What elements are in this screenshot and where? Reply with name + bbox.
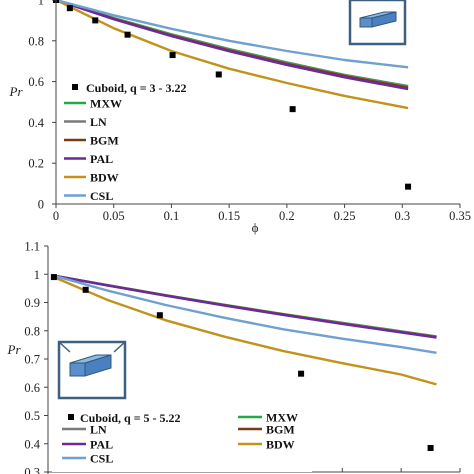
- x-tick-label: 0.15: [218, 209, 240, 223]
- legend-frame-bottom: [52, 408, 312, 472]
- y-tick-label: 1: [38, 0, 44, 8]
- series-lines-bottom: [53, 274, 437, 386]
- series-line-pal: [55, 0, 409, 91]
- legend-label-csl: CSL: [90, 189, 113, 203]
- scatter-point: [124, 31, 131, 38]
- legend-bottom: Cuboid, q = 5 - 5.22 MXW LN BGM PAL BDW CSL: [52, 408, 312, 472]
- series-lines-top: [55, 0, 409, 110]
- x-ticks-top: 0 0.05 0.1 0.15 0.2 0.25 0.3 0.35: [53, 204, 471, 223]
- legend-label-pal: PAL: [90, 152, 113, 166]
- scatter-point: [156, 312, 163, 319]
- legend-label-mxw: MXW: [266, 411, 298, 425]
- x-tick-label: 0.05: [103, 209, 125, 223]
- x-tick-label: 0.25: [334, 209, 356, 223]
- x-tick-label: 0: [53, 209, 59, 223]
- x-tick-label: 0.35: [449, 209, 471, 223]
- y-tick-label: 0.8: [28, 34, 44, 48]
- x-tick-label: 0.1: [164, 209, 180, 223]
- legend-label-bdw: BDW: [266, 438, 295, 452]
- x-tick-label: 0.2: [279, 209, 295, 223]
- scatter-point: [298, 370, 305, 377]
- scatter-point: [66, 5, 73, 12]
- series-line-bdw: [55, 0, 409, 110]
- scatter-point: [215, 71, 222, 78]
- x-tick-label: 0.3: [394, 209, 410, 223]
- cuboid-inset-icon-bottom: [57, 340, 127, 400]
- y-tick-label: 0: [38, 198, 44, 212]
- y-axis-label-top: Pr: [9, 84, 24, 99]
- y-tick-label: 0.6: [24, 381, 40, 395]
- y-ticks-bottom: 0.3 0.4 0.5 0.6 0.7 0.8 0.9 1 1.1: [24, 240, 48, 474]
- legend-label-pal: PAL: [90, 438, 113, 452]
- legend-label-bgm: BGM: [90, 134, 119, 148]
- series-line-csl: [55, 0, 409, 69]
- legend-label-csl: CSL: [90, 452, 113, 466]
- chart-panel-bottom: 0.3 0.4 0.5 0.6 0.7 0.8 0.9 1 1.1 Pr Cuboid, q =…: [7, 240, 461, 474]
- scatter-point: [405, 183, 412, 190]
- scatter-point: [289, 106, 296, 113]
- y-tick-label: 0.9: [24, 296, 40, 310]
- y-tick-label: 0.4: [24, 437, 40, 451]
- series-line-csl: [53, 274, 437, 354]
- y-tick-label: 1: [34, 268, 40, 282]
- y-tick-label: 0.4: [28, 116, 44, 130]
- y-tick-label: 0.8: [24, 324, 40, 338]
- legend-scatter-label-top: Cuboid, q = 3 - 3.22: [86, 81, 187, 95]
- y-axis-label-bottom: Pr: [7, 342, 22, 357]
- y-tick-label: 0.2: [28, 157, 44, 171]
- y-ticks-top: 0 0.2 0.4 0.6 0.8 1: [28, 0, 56, 212]
- legend-top: Cuboid, q = 3 - 3.22 MXW LN BGM PAL BDW CSL: [61, 78, 187, 203]
- legend-label-bdw: BDW: [90, 171, 119, 185]
- scatter-point: [169, 52, 176, 59]
- series-line-pal: [53, 274, 437, 339]
- legend-label-bgm: BGM: [266, 423, 295, 437]
- legend-scatter-label-bottom: Cuboid, q = 5 - 5.22: [80, 411, 181, 425]
- legend-items-bottom: MXW LN BGM PAL BDW CSL: [62, 411, 298, 466]
- scatter-point: [50, 274, 57, 281]
- series-line-bdw: [53, 275, 437, 386]
- scatter-point: [92, 17, 99, 24]
- y-tick-label: 0.3: [24, 466, 40, 474]
- legend-items-top: MXW LN BGM PAL BDW CSL: [64, 97, 122, 203]
- y-tick-label: 0.5: [24, 409, 40, 423]
- y-tick-label: 0.6: [28, 75, 44, 89]
- legend-marker-scatter-bottom: [68, 414, 74, 420]
- legend-label-ln: LN: [90, 115, 107, 129]
- y-tick-label: 0.7: [24, 353, 40, 367]
- scatter-point: [82, 286, 89, 293]
- legend-label-mxw: MXW: [90, 97, 122, 111]
- legend-marker-scatter-top: [72, 84, 78, 90]
- chart-panel-top: 0 0.05 0.1 0.15 0.2 0.25 0.3 0.35 0 0.2 0.4 0.6 0.8…: [9, 0, 471, 235]
- scatter-points-bottom: [50, 274, 434, 451]
- legend-label-ln: LN: [90, 423, 107, 437]
- scatter-point: [427, 444, 434, 451]
- x-axis-label-top: ϕ: [252, 220, 259, 235]
- cuboid-inset-icon-top: [348, 0, 407, 46]
- y-tick-label: 1.1: [24, 240, 40, 254]
